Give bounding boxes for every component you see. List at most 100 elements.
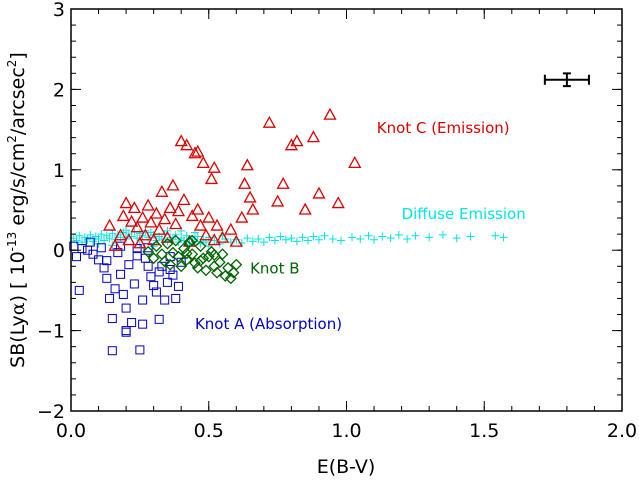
square-marker	[165, 264, 175, 274]
plus-marker	[348, 233, 357, 242]
plus-marker	[303, 236, 312, 245]
plus-marker	[403, 234, 412, 243]
diamond-marker	[194, 254, 207, 267]
square-marker	[127, 318, 137, 328]
square-marker	[118, 289, 128, 299]
triangle-marker	[224, 222, 238, 235]
square-marker	[99, 263, 109, 273]
triangle-marker	[306, 130, 321, 143]
plus-marker	[394, 230, 403, 239]
triangle-marker	[163, 201, 177, 214]
plus-marker	[105, 234, 114, 243]
diamond-marker	[178, 242, 190, 255]
plus-marker	[438, 230, 447, 239]
triangle-marker	[271, 194, 285, 207]
triangle-marker	[116, 209, 130, 222]
plus-marker	[100, 236, 109, 245]
diamond-marker	[172, 250, 185, 263]
plus-marker	[314, 235, 323, 244]
plus-marker	[452, 234, 461, 243]
plus-marker	[425, 233, 434, 242]
square-marker	[171, 293, 181, 303]
plus-marker	[491, 231, 500, 240]
plus-marker	[276, 232, 285, 241]
series-triangle	[102, 107, 362, 251]
plus-marker	[72, 236, 81, 245]
square-marker	[160, 295, 170, 305]
square-marker	[168, 270, 178, 280]
diamond-marker	[194, 240, 207, 253]
square-marker	[74, 285, 84, 295]
square-marker	[107, 314, 117, 324]
triangle-marker	[331, 196, 345, 209]
diamond-marker	[180, 247, 193, 260]
y-label-exp: -13	[5, 232, 19, 252]
square-marker	[132, 251, 142, 261]
plus-marker	[411, 231, 420, 240]
triangle-marker	[235, 210, 249, 223]
plus-marker	[259, 238, 268, 247]
plus-marker	[466, 232, 475, 241]
plus-marker	[378, 232, 387, 241]
triangle-marker	[348, 156, 362, 169]
triangle-marker	[185, 209, 199, 222]
y-label-alpha: α	[7, 302, 29, 315]
diamond-marker	[186, 248, 199, 261]
diamond-marker	[183, 236, 196, 249]
y-tick-label: 1	[53, 160, 65, 182]
annotation-label: Knot B	[250, 260, 299, 278]
triangle-marker	[215, 230, 230, 243]
diamond-marker	[150, 240, 163, 253]
plus-marker	[122, 226, 131, 235]
y-label-suffix: ) [ 10	[7, 251, 29, 302]
y-tick-label: 3	[53, 0, 65, 21]
plus-marker	[193, 232, 202, 241]
plus-marker	[386, 234, 395, 243]
square-marker	[94, 255, 104, 265]
diamond-marker	[211, 266, 223, 279]
diamond-marker	[227, 266, 240, 279]
y-label-units2: /arcsec	[7, 67, 29, 135]
diamond-marker	[169, 234, 182, 247]
diamond-marker	[186, 234, 199, 247]
triangle-marker	[138, 228, 152, 241]
diamond-marker	[164, 258, 177, 271]
diamond-marker	[213, 256, 226, 269]
triangle-marker	[127, 201, 141, 214]
diamond-marker	[202, 250, 215, 263]
plus-marker	[75, 231, 84, 240]
square-marker	[146, 272, 156, 282]
plus-marker	[320, 231, 329, 240]
square-marker	[96, 243, 106, 253]
axes: 0.0 0.5 1.0 1.5 2.0 −2 −1 0 1 2 3	[37, 0, 637, 442]
triangle-marker	[202, 210, 216, 223]
triangle-marker	[240, 158, 254, 171]
triangle-marker	[166, 178, 180, 191]
diamond-marker	[200, 264, 212, 277]
triangle-marker	[133, 236, 147, 249]
square-marker	[107, 346, 117, 356]
x-tick-label: 2.0	[607, 420, 637, 442]
diamond-marker	[161, 237, 174, 250]
triangle-marker	[199, 228, 213, 241]
plus-marker	[270, 236, 279, 245]
triangle-marker	[207, 233, 221, 246]
triangle-marker	[188, 146, 202, 159]
triangle-marker	[229, 234, 243, 247]
x-tick-label: 0.0	[56, 420, 86, 442]
triangle-marker	[312, 186, 326, 199]
y-label-units2-sup: 2	[5, 60, 19, 68]
triangle-marker	[262, 115, 276, 128]
square-marker	[138, 295, 148, 305]
diamond-marker	[158, 255, 171, 268]
plus-marker	[248, 237, 257, 246]
triangle-marker	[276, 176, 290, 189]
square-marker	[105, 293, 115, 303]
plus-marker	[328, 234, 337, 243]
triangle-marker	[182, 234, 197, 247]
series-diamond	[142, 234, 243, 285]
plus-marker	[292, 237, 301, 246]
y-label-units: erg/s/cm	[7, 143, 29, 232]
square-marker	[173, 281, 183, 291]
triangle-marker	[119, 196, 133, 209]
